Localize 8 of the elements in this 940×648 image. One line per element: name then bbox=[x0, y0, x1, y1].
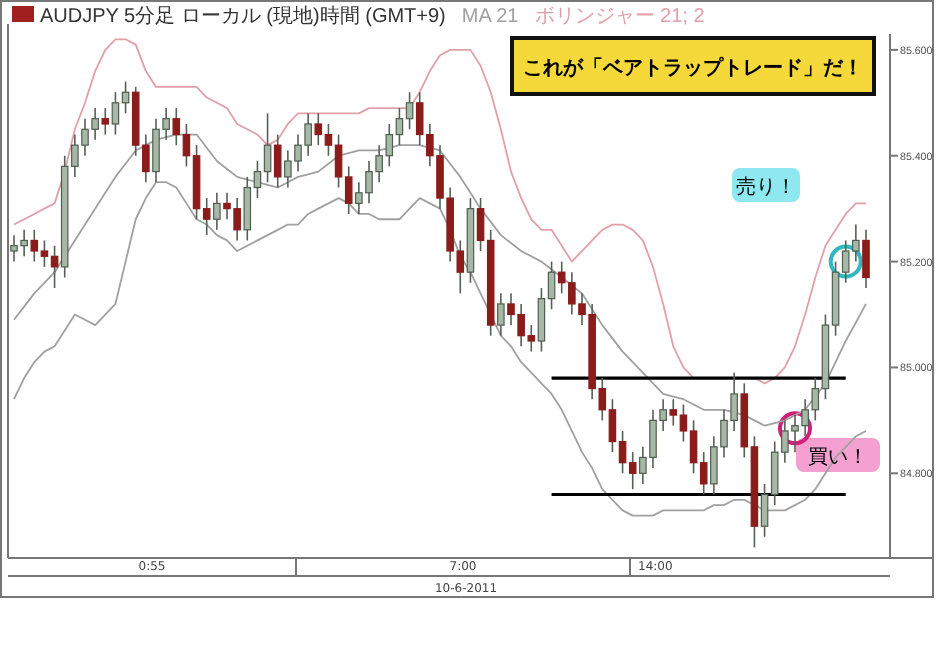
text: ボリンジャー 21; 2 bbox=[534, 6, 706, 28]
candlestick bbox=[497, 292, 505, 337]
annotation: 買い！ bbox=[808, 447, 868, 469]
text: MA 21 bbox=[461, 6, 520, 28]
chart-title: AUDJPY 5分足 ローカル (現地)時間 (GMT+9) bbox=[40, 4, 446, 28]
annotation: これが「ベアトラップトレード」だ！ bbox=[523, 56, 863, 80]
candlestick bbox=[213, 191, 221, 231]
annotation: 売り！ bbox=[736, 175, 796, 199]
